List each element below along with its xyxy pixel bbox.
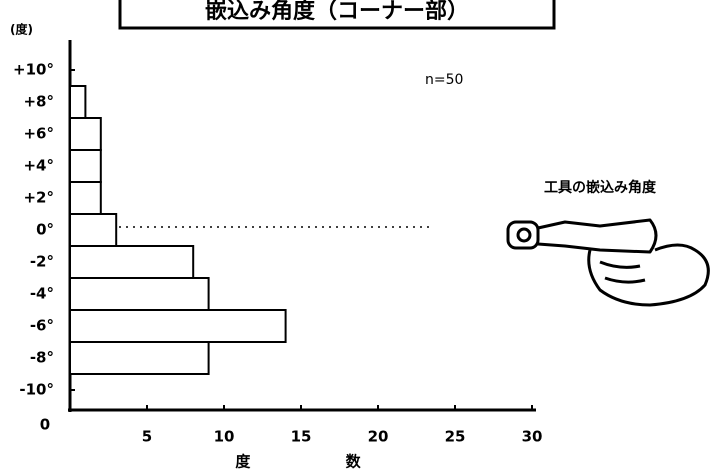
y-tick-label: -2°	[30, 253, 54, 271]
x-tick-label: 0	[40, 416, 50, 434]
title-box	[118, 0, 556, 30]
x-tick-label: 30	[522, 428, 543, 446]
y-tick-label: +6°	[23, 125, 54, 143]
diagram-label: 工具の嵌込み角度	[544, 179, 657, 196]
annotation: n=50	[425, 72, 463, 88]
bar	[69, 181, 102, 215]
bar	[69, 309, 287, 343]
bar	[69, 245, 195, 279]
y-axis-label: (度)	[10, 22, 33, 37]
y-tick-label: +10°	[13, 61, 54, 79]
bar	[69, 149, 102, 183]
y-tick-label: +2°	[23, 189, 54, 207]
y-tick-label: -6°	[30, 317, 54, 335]
y-tick-label: -8°	[30, 349, 54, 367]
x-tick-label: 10	[214, 428, 235, 446]
y-tick-label: +8°	[23, 93, 54, 111]
bar	[69, 341, 210, 375]
x-axis-label: 度 数	[235, 453, 361, 471]
x-tick-label: 25	[445, 428, 466, 446]
bar	[69, 213, 118, 247]
x-tick-label: 15	[291, 428, 312, 446]
y-tick-label: 0°	[36, 221, 54, 239]
bar	[69, 117, 102, 151]
chart-title: 嵌込み角度（コーナー部）	[205, 0, 469, 24]
y-tick-label: -10°	[19, 381, 54, 399]
bar	[69, 85, 87, 119]
y-tick-label: -4°	[30, 285, 54, 303]
x-tick-label: 20	[368, 428, 389, 446]
x-tick-label: 5	[142, 428, 152, 446]
y-tick-label: +4°	[23, 157, 54, 175]
bar	[69, 277, 210, 311]
tool-drawing	[506, 218, 710, 307]
